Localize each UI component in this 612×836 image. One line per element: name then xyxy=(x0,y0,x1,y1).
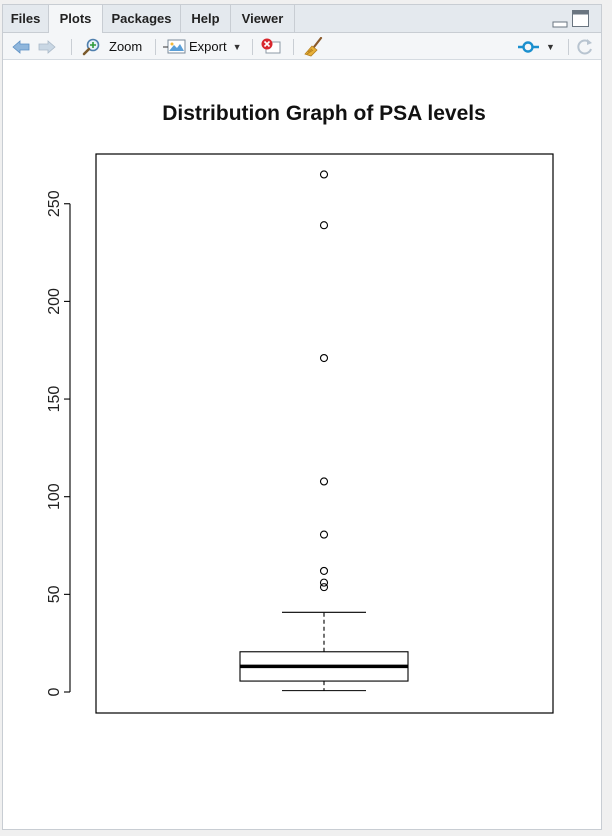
plot-viewport: Distribution Graph of PSA levels 0 50 100 1… xyxy=(3,60,601,829)
outlier-point xyxy=(319,353,329,363)
arrow-left-icon xyxy=(12,39,30,54)
export-button[interactable]: Export ▼ xyxy=(163,33,242,60)
tab-plots-label: Plots xyxy=(59,11,92,26)
tab-files[interactable]: Files xyxy=(3,5,49,33)
tab-files-label: Files xyxy=(10,11,41,26)
forward-button[interactable] xyxy=(37,33,57,60)
outlier-point xyxy=(319,221,329,230)
pane-tab-bar: Files Plots Packages Help Viewer xyxy=(3,5,601,34)
zoom-button[interactable]: Zoom xyxy=(81,33,142,60)
y-axis: 0 50 100 150 200 250 xyxy=(46,190,71,696)
tab-plots[interactable]: Plots xyxy=(49,5,103,34)
tab-help-label: Help xyxy=(191,11,220,26)
broom-icon xyxy=(304,36,323,56)
remove-plot-icon xyxy=(261,38,281,53)
y-tick-label: 50 xyxy=(46,585,63,603)
minimize-pane-icon[interactable] xyxy=(552,11,568,29)
outlier-point xyxy=(319,578,329,587)
publish-dropdown-icon: ▼ xyxy=(546,41,555,52)
y-tick-label: 250 xyxy=(46,190,63,217)
boxplot-chart: Distribution Graph of PSA levels 0 50 100 1… xyxy=(46,102,554,714)
plot-frame xyxy=(95,153,554,714)
publish-button[interactable]: ▼ xyxy=(516,33,555,60)
y-tick-label: 200 xyxy=(46,288,63,315)
remove-plot-button[interactable] xyxy=(260,33,282,60)
outlier-point xyxy=(319,583,329,592)
outlier-point xyxy=(319,477,329,486)
chart-title: Distribution Graph of PSA levels xyxy=(162,102,486,125)
boxplot xyxy=(239,611,409,692)
back-button[interactable] xyxy=(11,33,31,60)
export-label: Export xyxy=(189,39,227,54)
refresh-button[interactable] xyxy=(575,33,595,60)
plots-pane: Files Plots Packages Help Viewer xyxy=(2,4,602,830)
tab-viewer-label: Viewer xyxy=(241,11,284,26)
plots-toolbar: Zoom Export ▼ xyxy=(3,33,601,60)
y-tick-label: 0 xyxy=(46,687,63,696)
tab-packages[interactable]: Packages xyxy=(103,5,181,33)
refresh-icon xyxy=(577,38,592,54)
maximize-pane-icon[interactable] xyxy=(571,9,591,29)
y-tick-label: 150 xyxy=(46,386,63,413)
arrow-right-icon xyxy=(38,39,56,54)
export-dropdown-icon: ▼ xyxy=(232,41,242,52)
tab-help[interactable]: Help xyxy=(181,5,231,33)
publish-icon xyxy=(518,40,539,53)
y-tick-label: 100 xyxy=(46,483,63,510)
tab-packages-label: Packages xyxy=(111,11,172,26)
outlier-point xyxy=(319,170,329,179)
outlier-points xyxy=(319,170,329,592)
outlier-point xyxy=(319,530,329,539)
clear-all-plots-button[interactable] xyxy=(303,33,325,60)
export-icon xyxy=(163,39,186,53)
zoom-label: Zoom xyxy=(109,39,143,54)
zoom-icon xyxy=(82,38,100,55)
tab-viewer[interactable]: Viewer xyxy=(231,5,295,33)
outlier-point xyxy=(319,566,329,575)
